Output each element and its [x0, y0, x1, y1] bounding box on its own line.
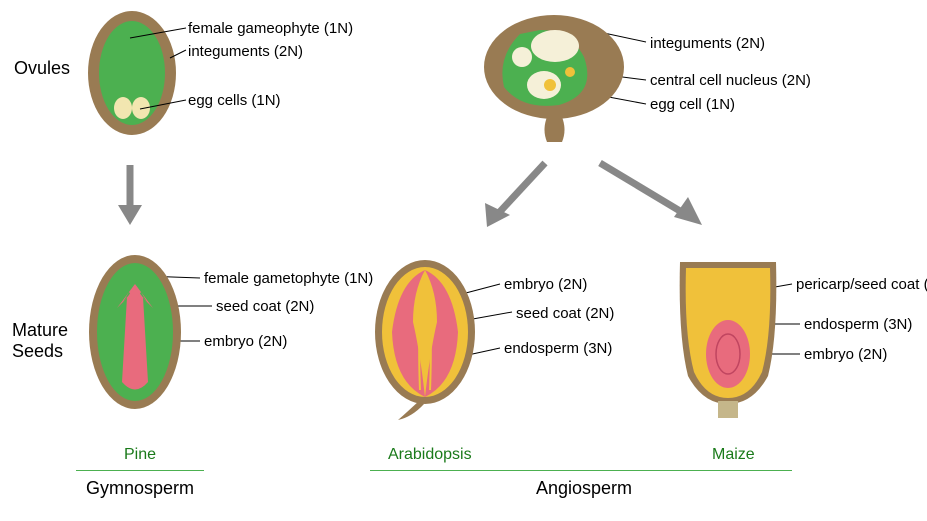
- pine-seed-gameto: female gametophyte (1N): [204, 270, 373, 287]
- arabidopsis-seed-diagram: [370, 252, 490, 422]
- maize-plant-label: Maize: [712, 446, 755, 464]
- pine-ovule-label-gameo: female gameophyte (1N): [188, 20, 353, 37]
- angio-ovule-egg: egg cell (1N): [650, 96, 735, 113]
- arrow-arab: [470, 155, 560, 245]
- maize-seed-diagram: [668, 256, 788, 421]
- angiosperm-label: Angiosperm: [536, 478, 632, 499]
- maize-seed-pericarp: pericarp/seed coat (2N): [796, 276, 927, 293]
- gymnosperm-underline: [76, 470, 204, 471]
- angio-ovule-integ: integuments (2N): [650, 35, 765, 52]
- pine-plant-label: Pine: [124, 446, 156, 464]
- pine-seed-diagram: [87, 252, 187, 412]
- arab-seed-coat: seed coat (2N): [516, 305, 614, 322]
- pine-seed-coat: seed coat (2N): [216, 298, 314, 315]
- maize-seed-endo: endosperm (3N): [804, 316, 912, 333]
- pine-seed-embryo: embryo (2N): [204, 333, 287, 350]
- gymnosperm-label: Gymnosperm: [86, 478, 194, 499]
- pine-ovule-label-integ: integuments (2N): [188, 43, 303, 60]
- arrow-maize: [590, 155, 720, 245]
- arabidopsis-plant-label: Arabidopsis: [388, 446, 472, 464]
- arab-seed-endo: endosperm (3N): [504, 340, 612, 357]
- pine-ovule-label-egg: egg cells (1N): [188, 92, 281, 109]
- angiosperm-underline: [370, 470, 792, 471]
- arab-seed-embryo: embryo (2N): [504, 276, 587, 293]
- arrow-pine: [110, 160, 150, 230]
- angio-ovule-central: central cell nucleus (2N): [650, 72, 811, 89]
- angiosperm-ovule-diagram: [482, 12, 632, 152]
- maize-seed-embryo: embryo (2N): [804, 346, 887, 363]
